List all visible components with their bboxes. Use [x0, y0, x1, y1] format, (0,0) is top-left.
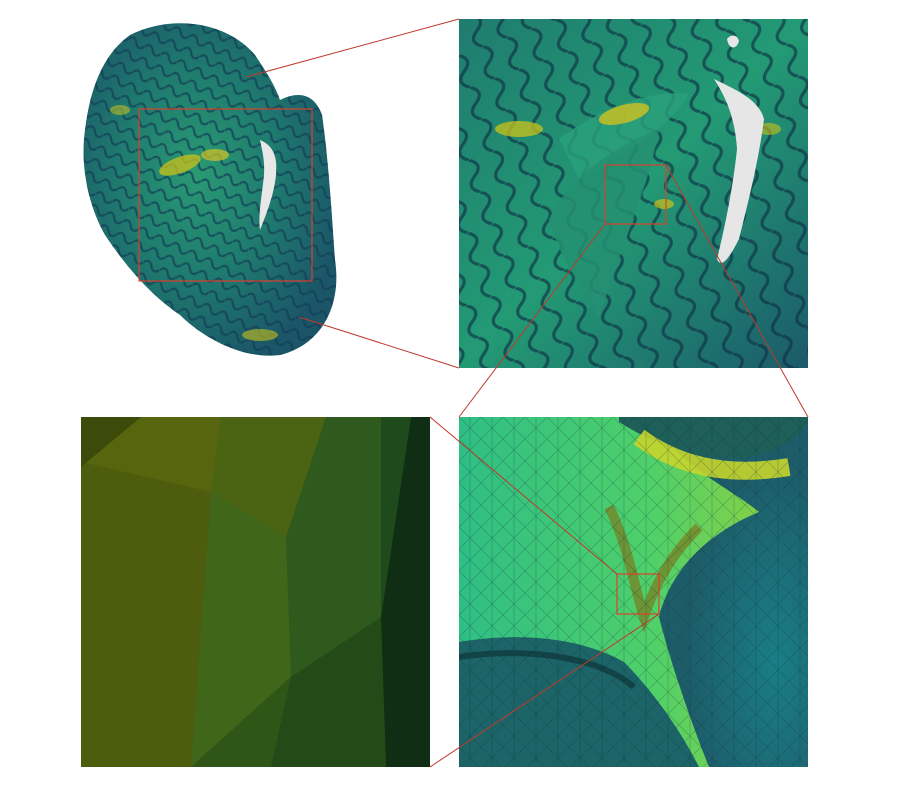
cortex-zoom-image	[459, 19, 808, 368]
cortex-overview-image	[60, 15, 360, 360]
mesh-zoom-image	[459, 417, 808, 767]
overview-highlight-box	[138, 108, 313, 282]
facet-closeup-image	[81, 417, 430, 767]
